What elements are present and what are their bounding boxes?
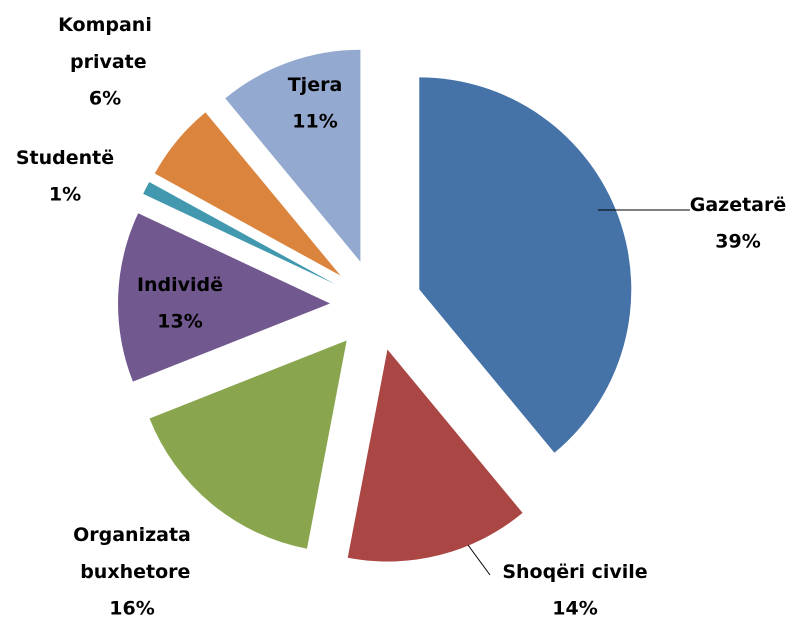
pie-slice	[347, 349, 523, 562]
pie-slice	[149, 340, 347, 549]
slice-value-label: 11%	[292, 111, 337, 133]
slice-label: Organizata buxhetore	[73, 524, 191, 583]
slice-label: Gazetarë	[690, 194, 787, 216]
pie-slice	[118, 213, 331, 382]
slice-label: Shoqëri civile	[502, 561, 647, 583]
slice-value-label: 13%	[157, 311, 202, 333]
slice-label: Studentë	[16, 147, 114, 169]
pie-slice	[154, 112, 341, 276]
slice-value-label: 1%	[49, 184, 81, 206]
slice-label: Kompani private	[58, 14, 152, 73]
pie-slice	[143, 181, 336, 285]
slice-label: Tjera	[288, 74, 343, 96]
slice-label: Individë	[137, 274, 223, 296]
pie-slice	[419, 77, 632, 453]
slice-value-label: 16%	[109, 598, 154, 620]
pie-slice	[225, 49, 361, 262]
slice-value-label: 14%	[552, 598, 597, 620]
leader-line	[467, 544, 491, 576]
slice-value-label: 39%	[715, 231, 760, 253]
slice-value-label: 6%	[89, 88, 121, 110]
